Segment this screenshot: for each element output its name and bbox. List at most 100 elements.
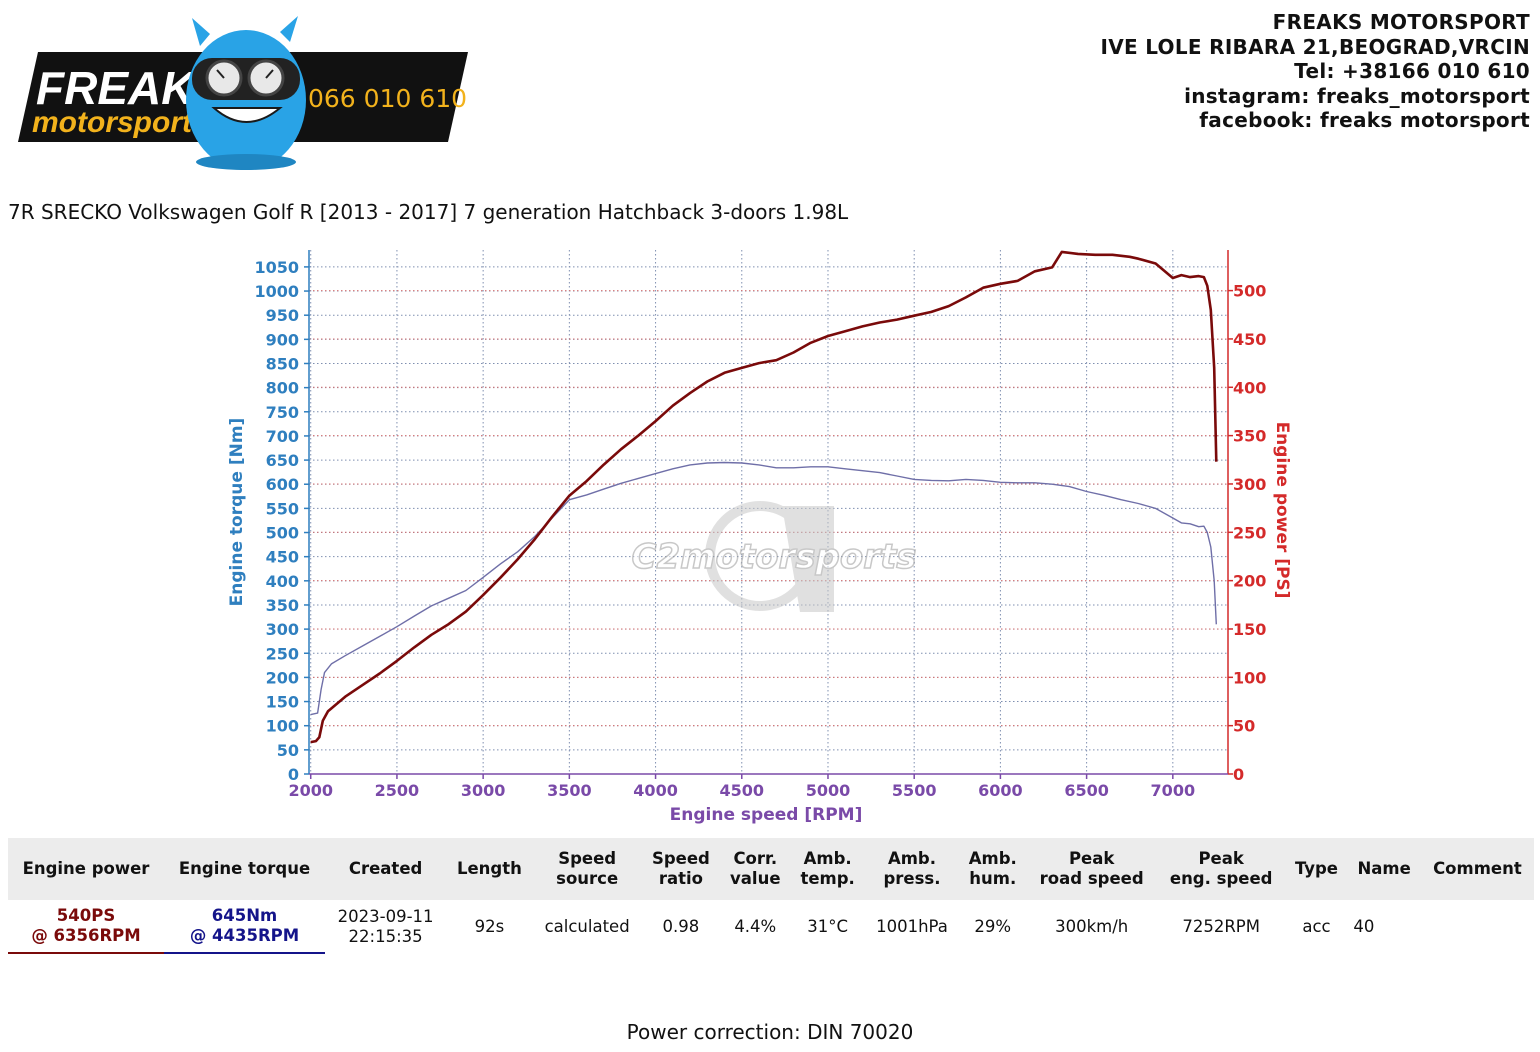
x-tick-label: 2500 [375,781,420,800]
power-correction-note: Power correction: DIN 70020 [626,1020,914,1044]
torque-tick-label: 650 [266,451,299,470]
torque-tick-label: 250 [266,644,299,663]
contact-block: FREAKS MOTORSPORT IVE LOLE RIBARA 21,BEO… [1100,10,1530,133]
cell-engine-power: 540PS @ 6356RPM [8,900,165,954]
header-type: Type [1285,838,1348,900]
left-axis-label: Engine torque [Nm] [227,418,247,607]
x-axis-label: Engine speed [RPM] [670,805,863,825]
header-comment: Comment [1420,838,1534,900]
x-tick-label: 7000 [1151,781,1196,800]
power-tick-label: 0 [1233,765,1244,784]
header-peak-eng-speed: Peak eng. speed [1156,838,1286,900]
power-tick-label: 450 [1233,330,1266,349]
torque-tick-label: 350 [266,596,299,615]
watermark: C2motorsports [631,501,917,612]
cell-speed-source: calculated [544,916,630,936]
table-header-row: Engine power Engine torque Created Lengt… [8,838,1534,900]
x-tick-label: 4000 [633,781,678,800]
header-amb-hum: Amb. hum. [959,838,1027,900]
contact-address: IVE LOLE RIBARA 21,BEOGRAD,VRCIN [1100,34,1530,59]
torque-tick-label: 150 [266,693,299,712]
header-name: Name [1347,838,1421,900]
cell-corr-value: 4.4% [734,916,777,936]
engine-torque-line [310,461,1217,716]
x-tick-label: 6000 [978,781,1023,800]
logo-phone: 066 010 610 [308,84,467,113]
monster-mascot-icon [186,16,306,170]
power-tick-label: 350 [1233,427,1266,446]
x-tick-label: 5500 [892,781,937,800]
cell-amb-press: 1001hPa [876,916,948,936]
header-length: Length [446,838,533,900]
header-engine-power: Engine power [8,838,165,900]
torque-tick-label: 0 [288,765,299,784]
cell-length: 92s [474,916,505,936]
header-amb-temp: Amb. temp. [790,838,865,900]
torque-tick-label: 450 [266,548,299,567]
header-speed-ratio: Speed ratio [641,838,721,900]
right-axis-label: Engine power [PS] [1272,422,1292,599]
torque-tick-label: 500 [266,524,299,543]
torque-tick-label: 100 [266,717,299,736]
header-corr-value: Corr. value [720,838,791,900]
logo-word-motorsport: motorsport [32,106,194,139]
torque-tick-label: 1050 [254,258,299,277]
chart-axes: 2000 2500 3000 3500 4000 4500 5000 5500 6000 6500… [254,250,1266,800]
cell-peak-eng-speed: 7252RPM [1182,916,1260,936]
power-tick-label: 100 [1233,668,1266,687]
watermark-text: C2motorsports [632,537,917,577]
contact-facebook: facebook: freaks motorsport [1199,108,1530,132]
power-tick-label: 300 [1233,475,1266,494]
table-row: 540PS @ 6356RPM 645Nm @ 4435RPM 2023-09-11… [8,900,1534,954]
header-amb-press: Amb. press. [864,838,960,900]
chart-series [310,250,1218,744]
header-engine-torque: Engine torque [164,838,325,900]
cell-created: 2023-09-11 22:15:35 [337,906,434,946]
header-created: Created [325,838,447,900]
torque-tick-label: 800 [266,379,299,398]
torque-tick-label: 400 [266,572,299,591]
cell-engine-torque: 645Nm @ 4435RPM [164,900,325,954]
torque-tick-label: 750 [266,403,299,422]
torque-tick-label: 700 [266,427,299,446]
dyno-results-table: Engine power Engine torque Created Lengt… [8,838,1534,954]
x-tick-label: 2000 [288,781,333,800]
torque-tick-label: 900 [266,330,299,349]
power-tick-label: 150 [1233,620,1266,639]
power-tick-label: 200 [1233,572,1266,591]
contact-phone: Tel: +38166 010 610 [1294,59,1530,83]
contact-company: FREAKS MOTORSPORT [1272,10,1530,34]
freaks-motorsport-logo: FREAKS motorsport 066 010 610 [14,12,474,172]
cell-type: acc [1302,916,1331,936]
contact-instagram: instagram: freaks_motorsport [1184,83,1530,108]
torque-tick-label: 50 [277,741,299,760]
x-tick-label: 3500 [547,781,592,800]
torque-tick-label: 850 [266,354,299,373]
cell-amb-temp: 31°C [807,916,849,936]
watermark-swoosh-icon [782,506,834,612]
torque-tick-label: 200 [266,668,299,687]
header-peak-road-speed: Peak road speed [1026,838,1157,900]
cell-comment [1421,900,1534,953]
x-tick-label: 6500 [1064,781,1109,800]
cell-speed-ratio: 0.98 [662,916,700,936]
power-tick-label: 500 [1233,282,1266,301]
cell-amb-hum: 29% [974,916,1012,936]
torque-tick-label: 1000 [254,282,299,301]
x-tick-label: 3000 [461,781,506,800]
x-tick-label: 5000 [806,781,851,800]
header-speed-source: Speed source [532,838,642,900]
torque-tick-label: 550 [266,499,299,518]
torque-tick-label: 600 [266,475,299,494]
cell-name: 40 [1353,916,1375,936]
power-tick-label: 50 [1233,717,1255,736]
power-tick-label: 250 [1233,523,1266,542]
chart-grid [309,250,1228,775]
engine-power-line [310,250,1218,744]
x-tick-label: 4500 [720,781,765,800]
torque-tick-label: 300 [266,620,299,639]
cell-peak-road-speed: 300km/h [1055,916,1129,936]
torque-tick-label: 950 [266,306,299,325]
car-title: 7R SRECKO Volkswagen Golf R [2013 - 2017… [8,200,849,224]
power-tick-label: 400 [1233,378,1266,397]
